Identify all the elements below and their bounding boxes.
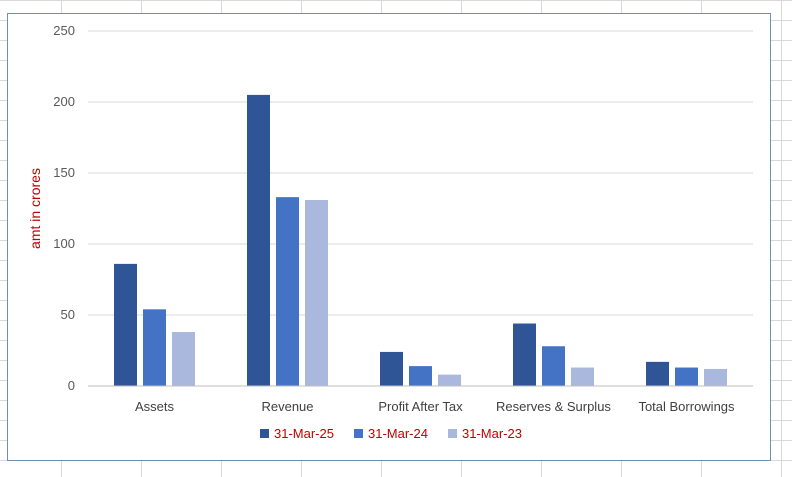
y-axis-ticks: 0 50 100 150 200 250 [53, 23, 75, 393]
x-axis-ticks: Assets Revenue Profit After Tax Reserves & … [135, 399, 735, 414]
gridlines [88, 30, 753, 316]
legend-label: 31-Mar-24 [368, 426, 428, 441]
legend: 31-Mar-25 31-Mar-24 31-Mar-23 [260, 426, 522, 441]
bar[interactable] [542, 346, 565, 386]
chart-area[interactable]: 0 50 100 150 200 250 Assets Revenue Profit Afte… [7, 13, 771, 461]
bars [114, 94, 727, 387]
y-tick-label: 0 [68, 378, 75, 393]
y-tick-label: 250 [53, 23, 75, 38]
bar-chart: 0 50 100 150 200 250 Assets Revenue Profit Afte… [27, 23, 753, 441]
bar[interactable] [571, 367, 594, 386]
y-tick-label: 50 [61, 307, 75, 322]
y-tick-label: 200 [53, 94, 75, 109]
bar[interactable] [114, 263, 137, 386]
legend-label: 31-Mar-25 [274, 426, 334, 441]
y-axis-label: amt in crores [27, 168, 43, 249]
bar[interactable] [513, 323, 536, 386]
bar[interactable] [646, 361, 669, 386]
y-tick-label: 150 [53, 165, 75, 180]
bar[interactable] [438, 374, 461, 386]
bar[interactable] [409, 366, 432, 386]
bar[interactable] [172, 332, 195, 386]
x-tick-label: Total Borrowings [638, 399, 735, 414]
bar[interactable] [276, 197, 299, 386]
x-tick-label: Profit After Tax [378, 399, 463, 414]
legend-swatch [448, 429, 457, 438]
bar[interactable] [143, 309, 166, 386]
legend-swatch [260, 429, 269, 438]
bar[interactable] [704, 368, 727, 386]
x-tick-label: Reserves & Surplus [496, 399, 611, 414]
x-tick-label: Assets [135, 399, 175, 414]
bar[interactable] [380, 351, 403, 386]
legend-swatch [354, 429, 363, 438]
bar[interactable] [305, 199, 328, 386]
x-tick-label: Revenue [261, 399, 313, 414]
y-tick-label: 100 [53, 236, 75, 251]
legend-label: 31-Mar-23 [462, 426, 522, 441]
bar[interactable] [247, 94, 270, 387]
bar[interactable] [675, 367, 698, 386]
